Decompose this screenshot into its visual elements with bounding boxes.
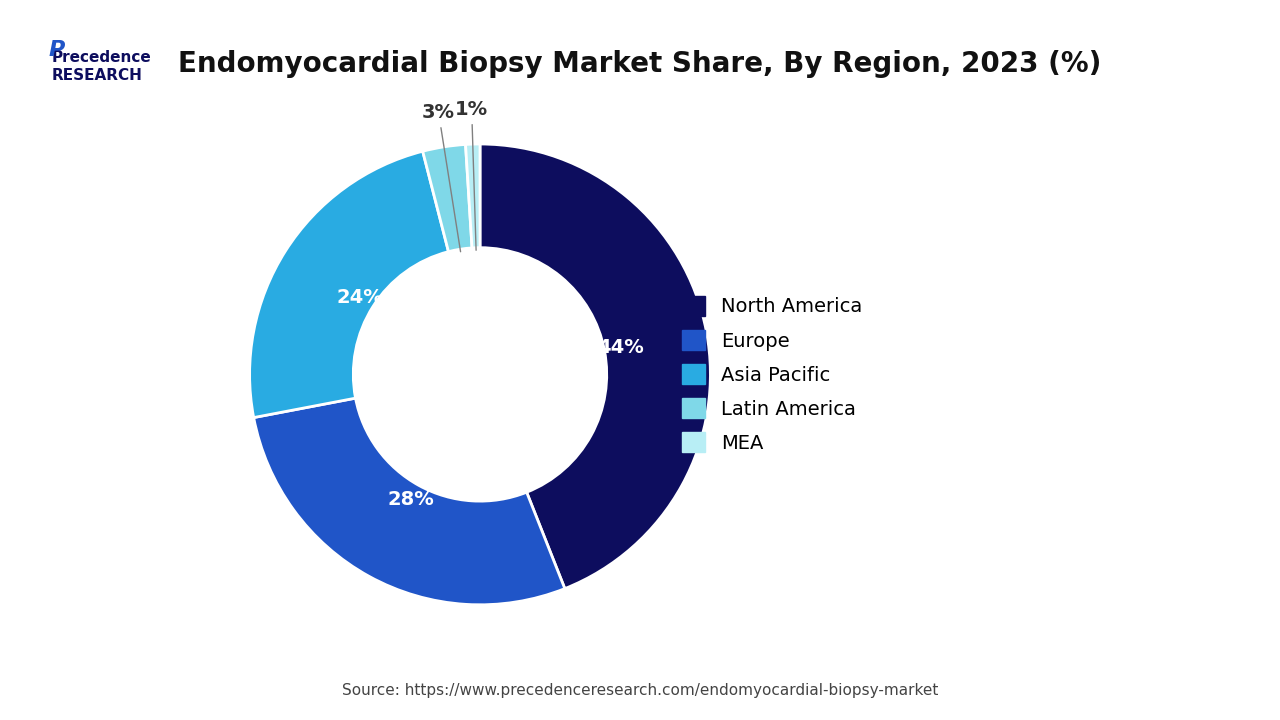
Legend: North America, Europe, Asia Pacific, Latin America, MEA: North America, Europe, Asia Pacific, Lat… [675,288,869,461]
Wedge shape [480,144,710,589]
Wedge shape [253,398,564,605]
Wedge shape [466,144,480,248]
Text: 3%: 3% [422,103,461,252]
Text: 1%: 1% [456,100,488,251]
Text: Precedence
RESEARCH: Precedence RESEARCH [51,50,151,83]
Wedge shape [422,145,472,252]
Text: 24%: 24% [337,288,383,307]
Text: Source: https://www.precedenceresearch.com/endomyocardial-biopsy-market: Source: https://www.precedenceresearch.c… [342,683,938,698]
Text: P: P [49,40,65,60]
Wedge shape [250,151,448,418]
Text: 28%: 28% [388,490,434,509]
Text: 44%: 44% [596,338,644,357]
Text: Endomyocardial Biopsy Market Share, By Region, 2023 (%): Endomyocardial Biopsy Market Share, By R… [178,50,1102,78]
